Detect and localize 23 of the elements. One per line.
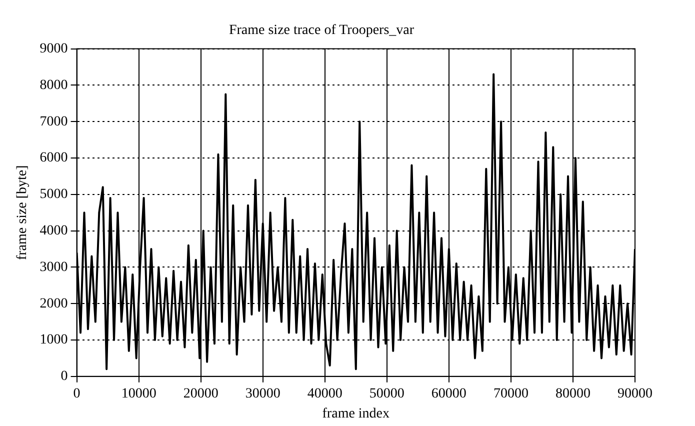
x-tick-label: 70000 [493,386,528,402]
y-tick-label: 0 [60,369,68,384]
x-tick-label: 60000 [431,386,466,402]
y-tick-label: 1000 [40,332,68,348]
y-tick-label: 8000 [40,78,68,93]
y-tick-label: 5000 [40,187,68,202]
y-tick-label: 3000 [40,260,68,275]
x-tick-label: 80000 [555,386,590,402]
y-tick-label: 9000 [40,41,68,56]
y-tick-label: 4000 [40,223,68,238]
x-tick-label: 50000 [369,386,404,402]
y-axis-title: frame size [byte] [15,165,30,260]
chart-title: Frame size trace of Troopers_var [228,23,414,38]
y-tick-label: 6000 [40,150,68,166]
x-axis-title: frame index [322,406,390,422]
x-tick-label: 90000 [618,386,652,402]
x-tick-label: 0 [73,386,80,402]
x-tick-label: 30000 [245,386,280,402]
y-tick-label: 7000 [40,114,68,130]
x-tick-label: 10000 [121,386,156,402]
y-tick-label: 2000 [40,296,68,312]
x-tick-label: 20000 [183,386,218,402]
x-tick-label: 40000 [307,386,342,402]
